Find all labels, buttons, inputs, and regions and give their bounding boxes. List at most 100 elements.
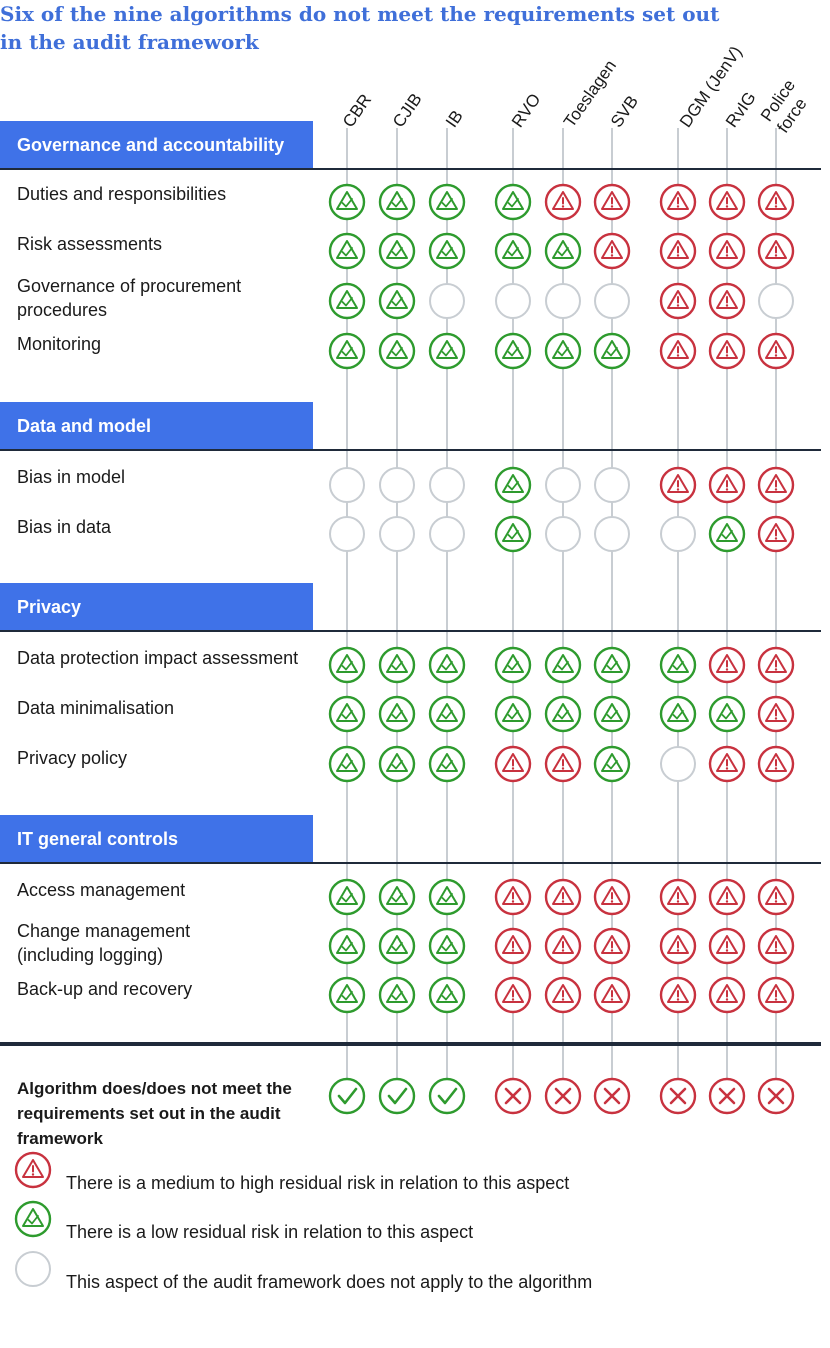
low-risk-icon <box>708 695 746 733</box>
high-risk-icon <box>659 282 697 320</box>
not-applicable-icon <box>545 283 581 319</box>
cross-icon <box>757 1077 795 1115</box>
row-label: Access management <box>17 880 186 900</box>
section-divider <box>0 630 821 632</box>
high-risk-icon <box>757 745 795 783</box>
row-label: Bias in data <box>17 517 112 537</box>
high-risk-icon <box>757 515 795 553</box>
low-risk-icon <box>328 232 366 270</box>
section-divider <box>0 449 821 451</box>
section-header: Data and model <box>0 402 313 450</box>
row-label: Data minimalisation <box>17 698 175 718</box>
low-risk-icon <box>428 232 466 270</box>
low-risk-icon <box>328 282 366 320</box>
legend-not-applicable-icon <box>15 1251 51 1287</box>
high-risk-icon <box>757 466 795 504</box>
not-applicable-icon <box>660 516 696 552</box>
not-applicable-icon <box>660 746 696 782</box>
not-applicable-icon <box>594 516 630 552</box>
legend-low-risk-icon <box>14 1200 52 1238</box>
high-risk-icon <box>757 183 795 221</box>
section-header: Governance and accountability <box>0 121 313 169</box>
not-applicable-icon <box>495 283 531 319</box>
low-risk-icon <box>378 232 416 270</box>
low-risk-icon <box>428 183 466 221</box>
row-label: Change management (including logging) <box>17 921 191 965</box>
high-risk-icon <box>757 927 795 965</box>
cross-icon <box>708 1077 746 1115</box>
low-risk-icon <box>544 695 582 733</box>
low-risk-icon <box>659 646 697 684</box>
high-risk-icon <box>494 878 532 916</box>
high-risk-icon <box>708 976 746 1014</box>
low-risk-icon <box>378 927 416 965</box>
high-risk-icon <box>659 183 697 221</box>
row-label: Data protection impact assessment <box>17 648 299 668</box>
row-label: Back-up and recovery <box>17 979 193 999</box>
high-risk-icon <box>593 927 631 965</box>
low-risk-icon <box>428 878 466 916</box>
high-risk-icon <box>544 183 582 221</box>
not-applicable-icon <box>329 516 365 552</box>
high-risk-icon <box>593 976 631 1014</box>
low-risk-icon <box>328 927 366 965</box>
high-risk-icon <box>593 183 631 221</box>
high-risk-icon <box>757 332 795 370</box>
not-applicable-icon <box>429 467 465 503</box>
low-risk-icon <box>659 695 697 733</box>
row-label: Privacy policy <box>17 748 128 768</box>
low-risk-icon <box>328 745 366 783</box>
low-risk-icon <box>494 515 532 553</box>
low-risk-icon <box>494 232 532 270</box>
low-risk-icon <box>328 878 366 916</box>
high-risk-icon <box>708 183 746 221</box>
section-divider <box>0 862 821 864</box>
row-label: Governance of procurement procedures <box>17 276 242 320</box>
figure-title: Six of the nine algorithms do not meet t… <box>0 2 720 54</box>
row-label: Bias in model <box>17 467 126 487</box>
high-risk-icon <box>659 976 697 1014</box>
high-risk-icon <box>757 232 795 270</box>
low-risk-icon <box>544 232 582 270</box>
cross-icon <box>544 1077 582 1115</box>
low-risk-icon <box>378 646 416 684</box>
high-risk-icon <box>708 466 746 504</box>
low-risk-icon <box>378 976 416 1014</box>
low-risk-icon <box>544 646 582 684</box>
high-risk-icon <box>544 745 582 783</box>
not-applicable-icon <box>758 283 794 319</box>
high-risk-icon <box>494 927 532 965</box>
low-risk-icon <box>708 515 746 553</box>
high-risk-icon <box>544 976 582 1014</box>
low-risk-icon <box>593 646 631 684</box>
low-risk-icon <box>428 745 466 783</box>
low-risk-icon <box>593 745 631 783</box>
high-risk-icon <box>659 232 697 270</box>
check-icon <box>428 1077 466 1115</box>
low-risk-icon <box>378 745 416 783</box>
check-icon <box>328 1077 366 1115</box>
low-risk-icon <box>378 183 416 221</box>
check-icon <box>378 1077 416 1115</box>
high-risk-icon <box>659 332 697 370</box>
not-applicable-icon <box>545 516 581 552</box>
row-label: Monitoring <box>17 334 102 354</box>
cross-icon <box>659 1077 697 1115</box>
low-risk-icon <box>428 695 466 733</box>
low-risk-icon <box>328 183 366 221</box>
section-divider <box>0 168 821 170</box>
low-risk-icon <box>544 332 582 370</box>
low-risk-icon <box>494 332 532 370</box>
high-risk-icon <box>659 466 697 504</box>
conclusion-label: Algorithm does/does not meet the require… <box>17 1079 292 1148</box>
section-header: Privacy <box>0 583 313 631</box>
not-applicable-icon <box>429 283 465 319</box>
low-risk-icon <box>328 332 366 370</box>
low-risk-icon <box>378 695 416 733</box>
low-risk-icon <box>428 976 466 1014</box>
row-label: Duties and responsibilities <box>17 184 227 204</box>
high-risk-icon <box>593 878 631 916</box>
high-risk-icon <box>757 878 795 916</box>
